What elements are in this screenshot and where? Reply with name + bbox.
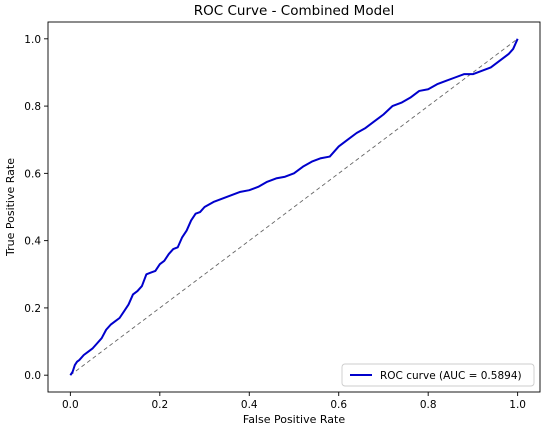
roc-curve-line [69,38,519,376]
x-tick-label: 0.2 [151,399,168,411]
x-tick-label: 0.8 [420,399,437,411]
legend: ROC curve (AUC = 0.5894) [341,363,535,387]
legend-box [341,363,535,387]
chart-title: ROC Curve - Combined Model [194,3,394,19]
y-tick-label: 0.0 [24,370,41,382]
plot-area: 0.0 0.2 0.4 0.6 0.8 1.0 0.0 0.2 0.4 0.6 0.8 1.0 [24,21,541,411]
y-tick-label: 1.0 [24,34,41,46]
y-axis-label: True Positive Rate [4,158,17,257]
y-tick-label: 0.6 [24,168,41,180]
y-tick-label: 0.8 [24,101,41,113]
x-tick-label: 0.6 [330,399,347,411]
y-tick-label: 0.4 [24,236,41,248]
plot-frame [47,21,541,393]
x-tick-label: 0.0 [62,399,79,411]
y-tick-label: 0.2 [24,303,41,315]
x-tick-label: 0.4 [241,399,258,411]
x-tick-label: 1.0 [509,399,526,411]
legend-label: ROC curve (AUC = 0.5894) [380,370,522,382]
chance-diagonal-line [70,38,518,376]
x-axis-label: False Positive Rate [243,413,345,426]
